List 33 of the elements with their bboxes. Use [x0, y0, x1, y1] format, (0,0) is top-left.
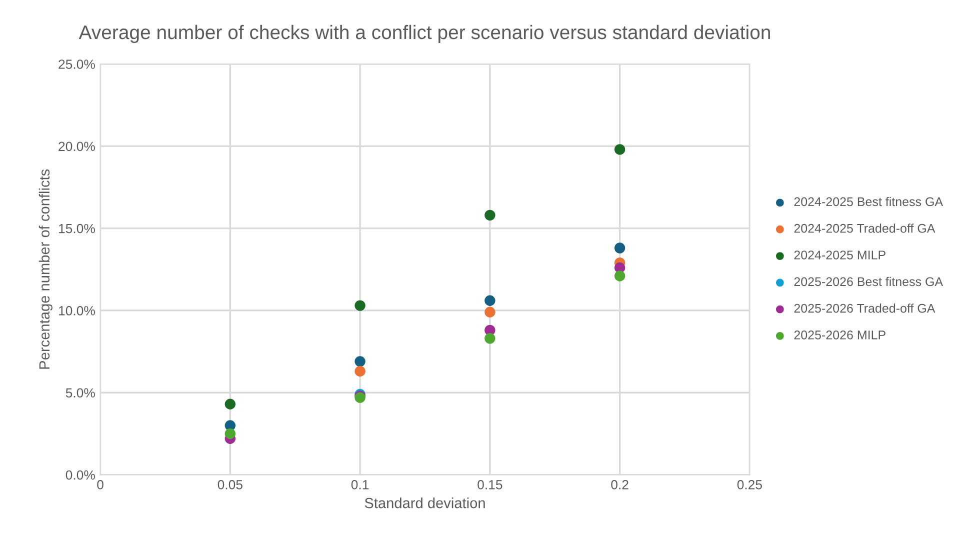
y-tick-label: 25.0% [58, 60, 95, 69]
legend-label: 2025-2026 Traded-off GA [794, 304, 936, 313]
legend-label: 2025-2026 MILP [794, 330, 886, 340]
y-tick-label: 0.0% [66, 470, 95, 480]
y-tick-label: 10.0% [59, 306, 95, 316]
point [354, 366, 366, 377]
x-axis-title: Standard deviation [364, 498, 485, 508]
y-tick-label: 20.0% [58, 142, 95, 152]
legend-label: 2024-2025 MILP [794, 250, 886, 260]
point [484, 306, 496, 318]
x-tick-label: 0.25 [737, 480, 762, 490]
point [354, 300, 366, 311]
point [614, 242, 626, 254]
x-tick-label: 0.15 [478, 480, 502, 490]
point [614, 270, 626, 282]
point [484, 333, 496, 344]
point [224, 428, 236, 440]
chart-title: Average number of checks with a conflict per scenario versus standard deviation [78, 24, 770, 44]
point [354, 356, 366, 367]
y-axis-title: Percentage number of conflicts [38, 169, 52, 369]
point [484, 295, 496, 306]
y-tick-label: 15.0% [59, 224, 95, 234]
legend-label: 2025-2026 Best fitness GA [794, 276, 944, 286]
x-tick-label: 0.05 [218, 480, 242, 490]
legend-label: 2024-2025 Best fitness GA [794, 196, 944, 206]
x-tick-label: 0.2 [611, 480, 628, 490]
point [484, 210, 496, 221]
x-tick-label: 0 [97, 480, 104, 490]
point [224, 398, 236, 410]
y-tick-label: 5.0% [66, 388, 95, 398]
x-tick-label: 0.1 [351, 480, 369, 490]
legend-label: 2024-2025 Traded-off GA [794, 224, 936, 233]
point [614, 144, 626, 155]
